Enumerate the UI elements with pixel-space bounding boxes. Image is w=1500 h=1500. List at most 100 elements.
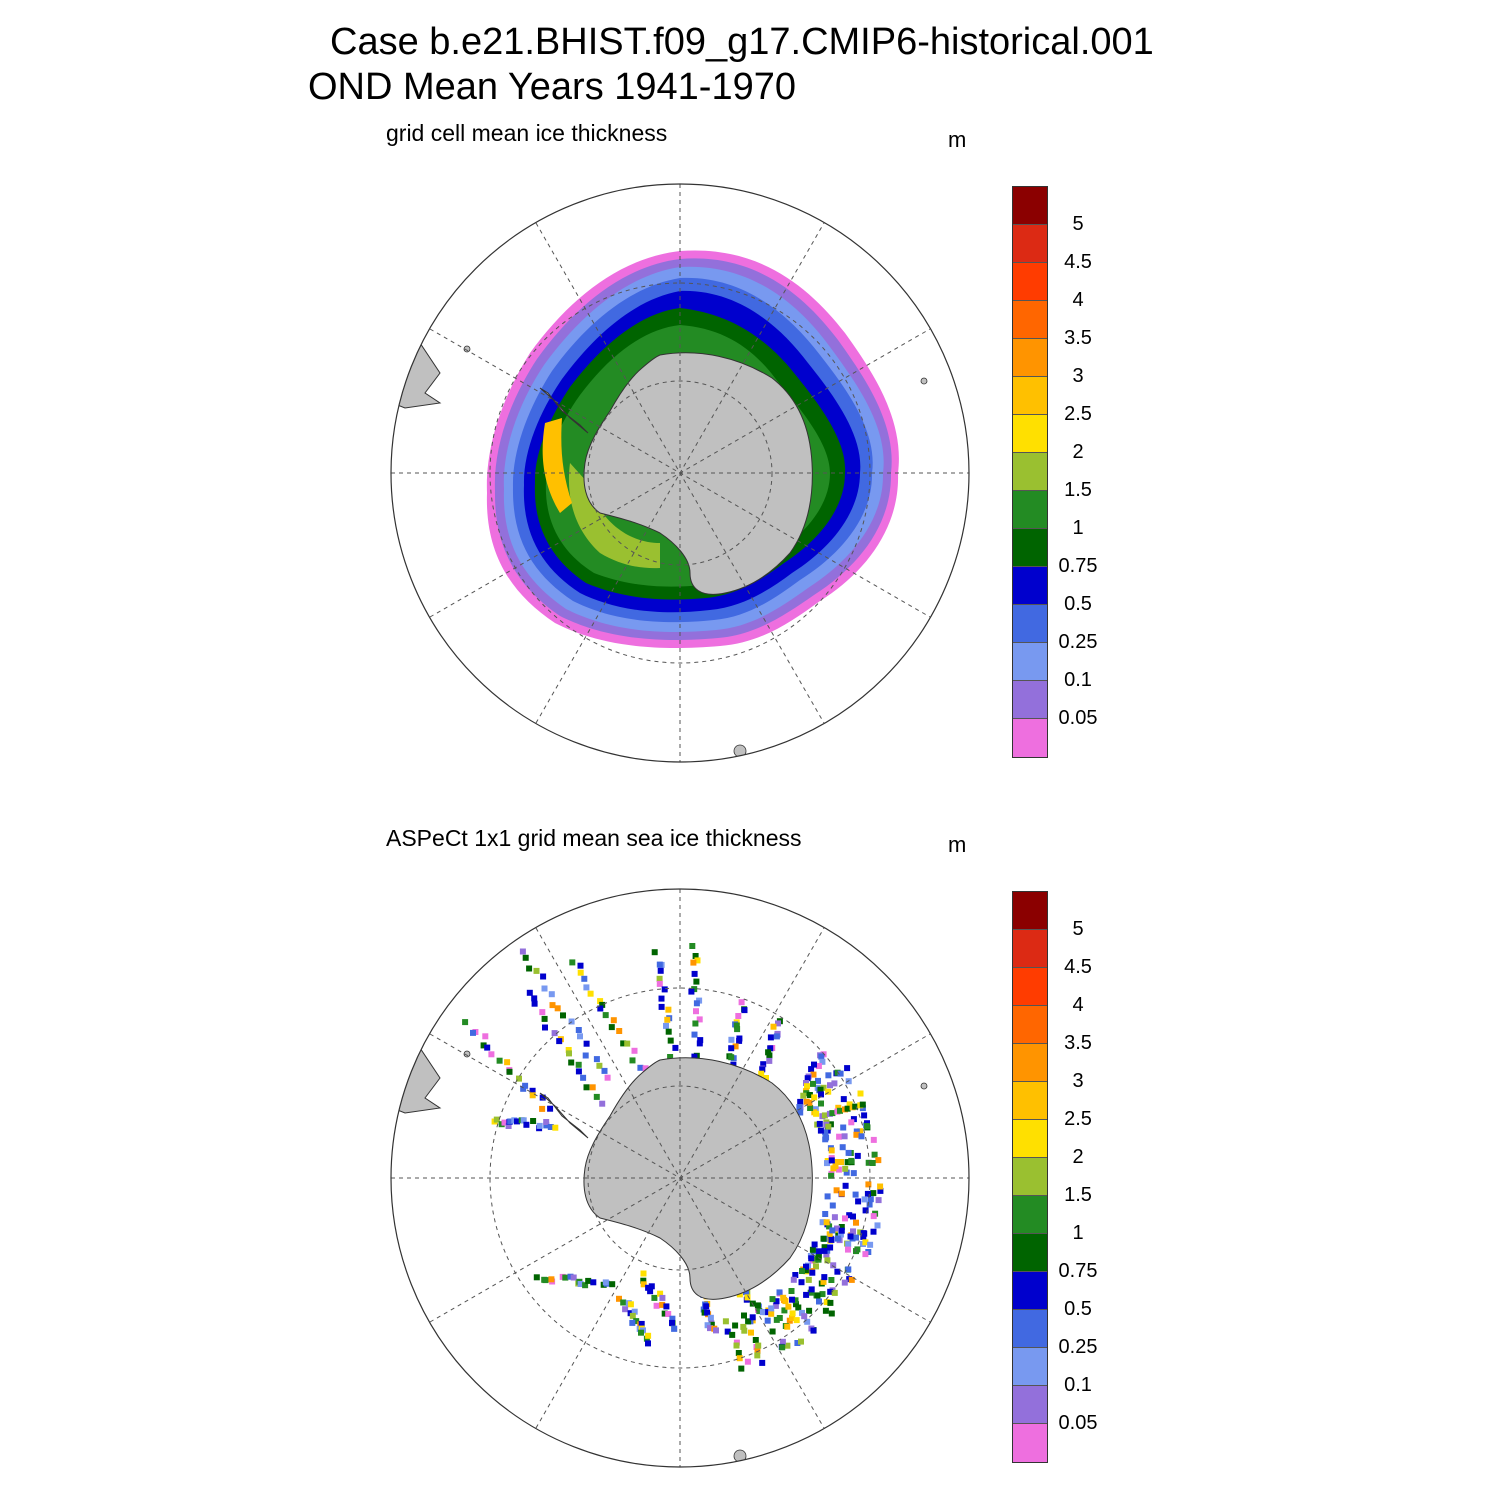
obs-cell	[827, 1299, 834, 1306]
colorbar-tick-label: 1	[1072, 1222, 1084, 1244]
obs-cell	[803, 1080, 809, 1086]
obs-cell	[818, 1091, 824, 1098]
obs-cell	[688, 988, 695, 995]
obs-cell	[821, 1247, 828, 1254]
obs-cell	[616, 1028, 623, 1034]
obs-cell	[493, 1116, 500, 1123]
obs-thickness-map	[390, 888, 970, 1468]
obs-cell	[733, 1022, 740, 1029]
obs-cell	[833, 1187, 840, 1194]
obs-cell	[629, 1319, 636, 1326]
ice-band-2	[568, 463, 660, 569]
colorbar-tick-label: 0.75	[1058, 1260, 1098, 1282]
obs-cell	[826, 1223, 833, 1230]
obs-cell	[732, 1043, 739, 1050]
colorbar-swatch	[1013, 187, 1047, 225]
obs-cell	[775, 1020, 781, 1027]
colorbar-tick-label: 0.75	[1058, 555, 1098, 577]
obs-cell	[638, 1320, 645, 1327]
obs-cell	[696, 1016, 703, 1023]
obs-cell	[743, 1289, 749, 1296]
colorbar-tick-label: 1.5	[1064, 479, 1092, 501]
obs-cell	[667, 1054, 674, 1060]
colorbar-swatch	[1013, 1082, 1047, 1120]
obs-cell	[536, 1122, 543, 1129]
obs-cell	[850, 1170, 857, 1177]
colorbar-swatch	[1013, 1158, 1047, 1196]
obs-cell	[785, 1303, 792, 1310]
obs-cell	[824, 1160, 830, 1167]
obs-cell	[583, 1040, 590, 1047]
obs-cell	[575, 1068, 582, 1075]
colorbar-tick-label: 3.5	[1064, 327, 1092, 349]
obs-cell	[819, 1058, 826, 1065]
colorbar-tick-label: 2.5	[1064, 403, 1092, 425]
colorbar-swatch	[1013, 605, 1047, 643]
obs-cell	[669, 1315, 676, 1322]
colorbar-swatch	[1013, 1006, 1047, 1044]
obs-cell	[523, 1121, 530, 1128]
obs-cell	[804, 1318, 811, 1325]
obs-cell	[875, 1157, 882, 1164]
obs-cell	[776, 1315, 783, 1321]
obs-cell	[779, 1338, 786, 1345]
obs-cell	[855, 1198, 862, 1205]
obs-cell	[661, 986, 668, 993]
obs-cell	[647, 1288, 654, 1295]
obs-cell	[874, 1222, 881, 1229]
obs-cell	[821, 1244, 828, 1251]
obs-cell	[696, 1040, 703, 1047]
obs-cell	[835, 1166, 842, 1173]
obs-cell	[793, 1301, 799, 1308]
obs-cell	[754, 1302, 761, 1309]
obs-cell	[815, 1063, 822, 1069]
graticule	[391, 889, 969, 1467]
obs-cell	[569, 959, 576, 966]
panel1-subtitle: grid cell mean ice thickness	[386, 120, 668, 146]
obs-cell	[842, 1215, 848, 1222]
obs-cell	[531, 995, 538, 1002]
obs-cell	[850, 1213, 856, 1220]
obs-cell	[818, 1100, 824, 1107]
obs-cell	[823, 1219, 830, 1226]
colorbar-tick-label: 0.05	[1058, 1412, 1098, 1434]
obs-cell	[663, 1303, 670, 1310]
obs-cell	[829, 1202, 836, 1209]
obs-cell	[539, 1009, 546, 1016]
obs-cell	[671, 1325, 678, 1332]
obs-cell	[548, 1276, 555, 1283]
obs-cell	[764, 1317, 771, 1324]
obs-cell	[798, 1279, 805, 1286]
obs-cell	[853, 1234, 859, 1241]
obs-cell	[707, 1325, 713, 1332]
obs-cell	[758, 1070, 765, 1077]
obs-cell	[645, 1332, 652, 1339]
obs-cell	[877, 1187, 884, 1194]
obs-cell	[792, 1272, 799, 1278]
obs-cell	[839, 1144, 846, 1151]
obs-cell	[816, 1298, 822, 1305]
obs-cell	[659, 1301, 666, 1308]
obs-cell	[462, 1019, 469, 1026]
obs-cell	[793, 1317, 800, 1324]
panel2-subtitle: ASPeCt 1x1 grid mean sea ice thickness	[386, 825, 802, 851]
obs-cell	[812, 1106, 819, 1113]
obs-cell	[669, 1319, 675, 1326]
obs-cell	[741, 1312, 747, 1319]
obs-cell	[837, 1231, 844, 1238]
panel2-units: m	[948, 832, 967, 857]
obs-cell	[640, 1270, 647, 1277]
obs-cell	[629, 1312, 636, 1319]
antarctic-peninsula	[539, 1092, 589, 1139]
obs-cell	[827, 1082, 833, 1089]
map-border	[390, 183, 970, 763]
obs-cell	[713, 1327, 719, 1334]
obs-cell	[799, 1268, 805, 1274]
obs-cell	[692, 953, 699, 959]
colorbar-tick-label: 3.5	[1064, 1032, 1092, 1054]
obs-cell	[488, 1051, 495, 1058]
obs-cell	[811, 1094, 818, 1101]
obs-cell	[754, 1347, 761, 1354]
obs-cell	[585, 1277, 592, 1284]
colorbar-swatch	[1013, 1120, 1047, 1158]
